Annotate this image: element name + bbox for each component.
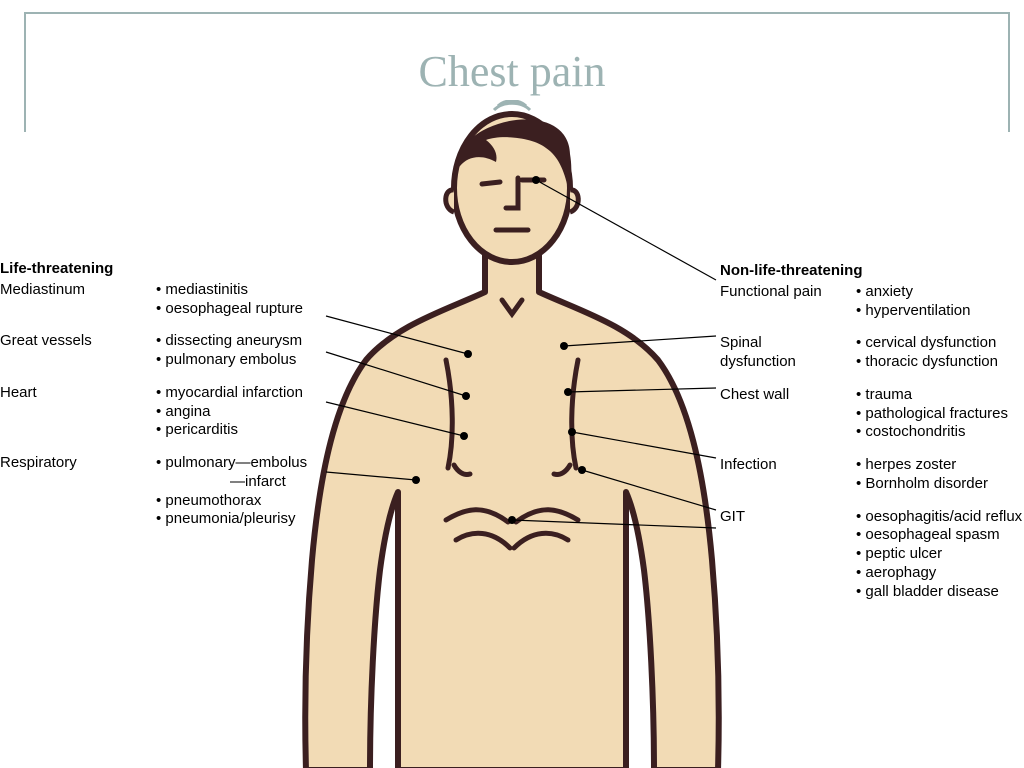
category-label: Infection [720,456,856,494]
category-row: Great vessels• dissecting aneurysm• pulm… [0,332,330,370]
item-list: • anxiety• hyperventilation [856,283,1024,321]
list-item: • hyperventilation [856,302,1024,321]
category-row: Spinaldysfunction• cervical dysfunction•… [720,334,1024,372]
category-label: Heart [0,384,156,440]
list-item: • pericarditis [156,421,330,440]
list-item: • oesophageal rupture [156,300,330,319]
left-column: Life-threatening Mediastinum• mediastini… [0,260,330,529]
list-item: • gall bladder disease [856,583,1024,602]
item-list: • herpes zoster• Bornholm disorder [856,456,1024,494]
list-item: • thoracic dysfunction [856,353,1024,372]
category-label: Respiratory [0,454,156,529]
right-header: Non-life-threatening [720,262,1024,281]
category-label: Mediastinum [0,281,156,319]
category-row: Respiratory• pulmonary—embolus—infarct• … [0,454,330,529]
list-item: • Bornholm disorder [856,475,1024,494]
category-row: Heart• myocardial infarction• angina• pe… [0,384,330,440]
category-row: Mediastinum• mediastinitis• oesophageal … [0,281,330,319]
category-row: Chest wall• trauma• pathological fractur… [720,386,1024,442]
torso-illustration [296,100,728,768]
item-list: • oesophagitis/acid reflux• oesophageal … [856,508,1024,602]
category-row: Functional pain• anxiety• hyperventilati… [720,283,1024,321]
category-label: Functional pain [720,283,856,321]
list-item: • peptic ulcer [856,545,1024,564]
list-item: • costochondritis [856,423,1024,442]
category-row: Infection• herpes zoster• Bornholm disor… [720,456,1024,494]
item-list: • dissecting aneurysm• pulmonary embolus [156,332,330,370]
list-item: • pneumothorax [156,492,330,511]
item-list: • cervical dysfunction• thoracic dysfunc… [856,334,1024,372]
list-item: • mediastinitis [156,281,330,300]
category-label: Spinaldysfunction [720,334,856,372]
item-list: • pulmonary—embolus—infarct• pneumothora… [156,454,330,529]
item-list: • myocardial infarction• angina• pericar… [156,384,330,440]
list-item: • herpes zoster [856,456,1024,475]
list-item: • anxiety [856,283,1024,302]
list-item: • pulmonary embolus [156,351,330,370]
list-item: • pneumonia/pleurisy [156,510,330,529]
list-item: • angina [156,403,330,422]
list-item: • dissecting aneurysm [156,332,330,351]
category-label: GIT [720,508,856,602]
list-item: • aerophagy [856,564,1024,583]
left-header: Life-threatening [0,260,330,279]
list-item: —infarct [156,473,330,492]
category-label: Great vessels [0,332,156,370]
category-label: Chest wall [720,386,856,442]
item-list: • trauma• pathological fractures• costoc… [856,386,1024,442]
category-row: GIT• oesophagitis/acid reflux• oesophage… [720,508,1024,602]
list-item: • trauma [856,386,1024,405]
page-title: Chest pain [0,46,1024,97]
list-item: • pathological fractures [856,405,1024,424]
list-item: • cervical dysfunction [856,334,1024,353]
list-item: • myocardial infarction [156,384,330,403]
item-list: • mediastinitis• oesophageal rupture [156,281,330,319]
right-column: Non-life-threatening Functional pain• an… [720,262,1024,601]
list-item: • oesophagitis/acid reflux [856,508,1024,527]
list-item: • pulmonary—embolus [156,454,330,473]
list-item: • oesophageal spasm [856,526,1024,545]
